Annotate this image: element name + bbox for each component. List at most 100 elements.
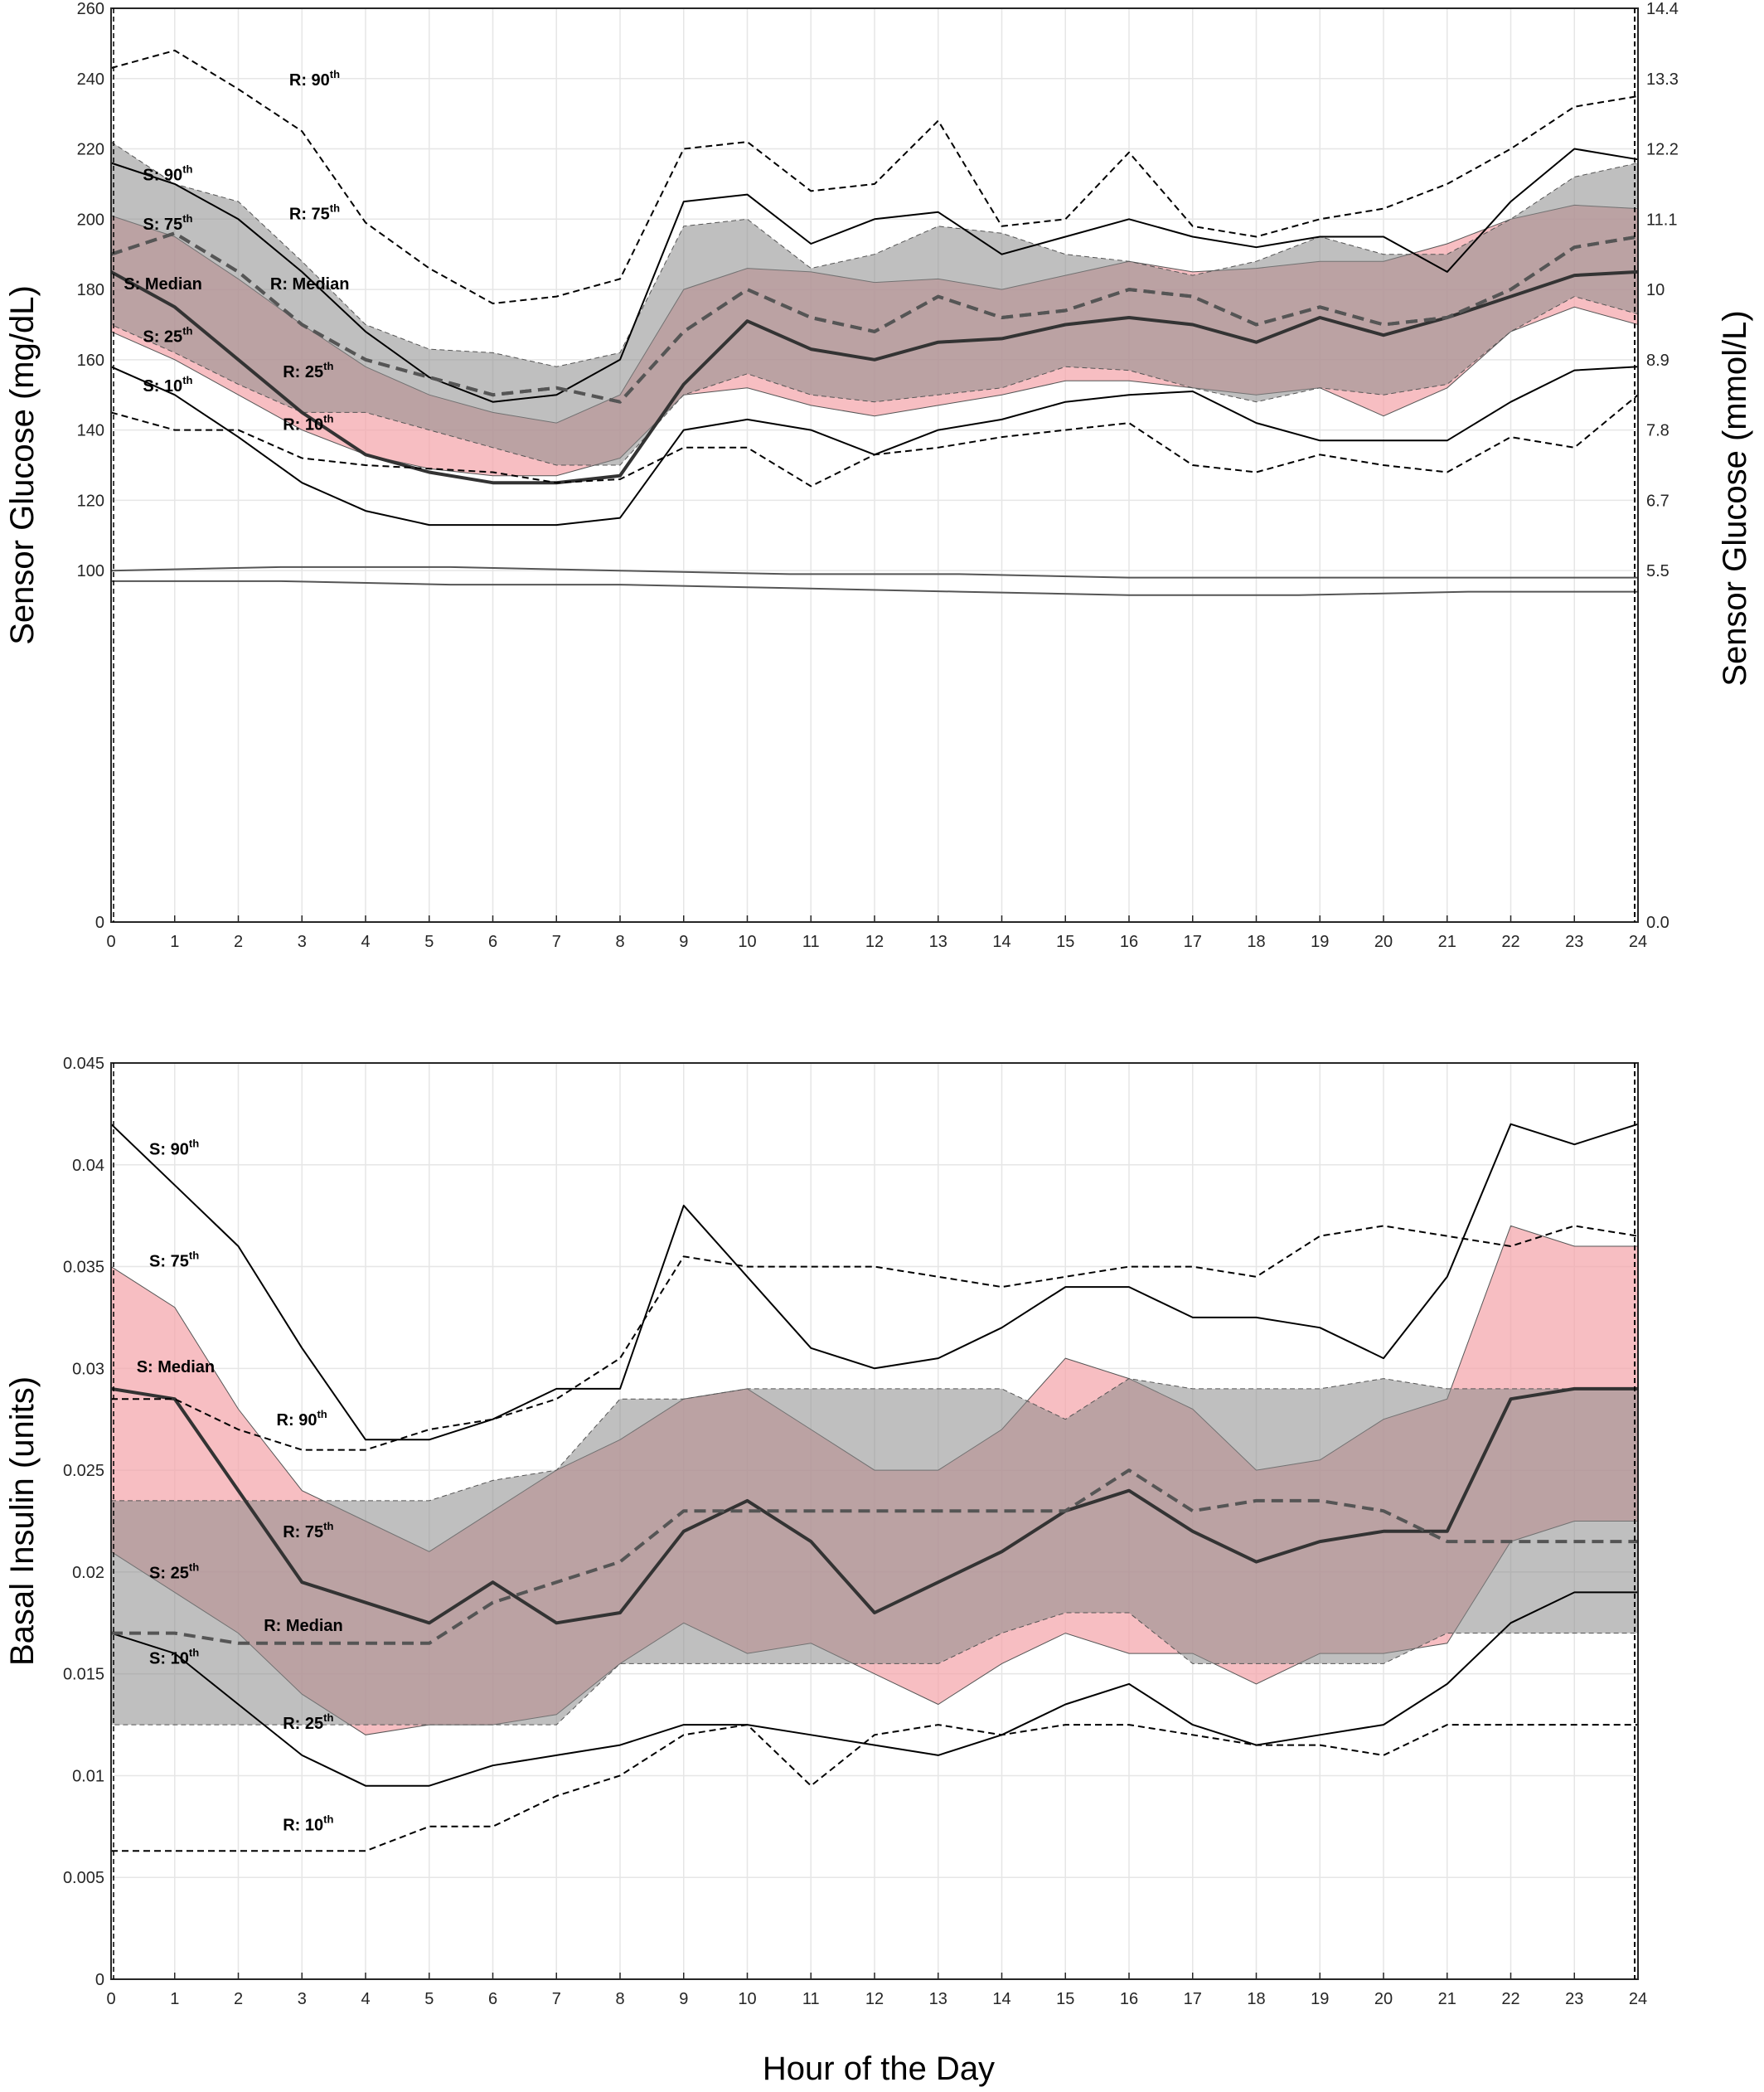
series-s-10th — [110, 1591, 1638, 1787]
x-tick-label: 3 — [298, 933, 307, 951]
x-tick-label: 2 — [234, 1990, 243, 2008]
y-tick-label: 0.01 — [72, 1767, 104, 1785]
y-tick-label: 0.04 — [72, 1157, 104, 1175]
y-tick-label: 120 — [77, 492, 104, 510]
x-tick-label: 9 — [679, 933, 688, 951]
x-tick-label: 16 — [1120, 933, 1138, 951]
y-tick-label: 160 — [77, 352, 104, 370]
series-r-median — [110, 231, 1639, 404]
x-tick-label: 12 — [865, 933, 884, 951]
x-tick-label: 15 — [1056, 1990, 1074, 2008]
series-s-90th — [110, 1123, 1639, 1441]
reference-curve-lower — [111, 580, 1638, 596]
annotation-label: R: 10th — [283, 413, 333, 434]
y-tick-label: 0.005 — [63, 1869, 104, 1887]
y-axis-title-right: Sensor Glucose (mmol/L) — [1717, 310, 1753, 686]
x-tick-label: 11 — [802, 1990, 820, 2008]
y-right-tick-label: 13.3 — [1646, 70, 1679, 89]
x-tick-label: 9 — [679, 1990, 688, 2008]
annotation-label: S: Median — [137, 1358, 215, 1376]
x-tick-label: 19 — [1311, 933, 1329, 951]
x-tick-label: 23 — [1565, 1990, 1583, 2008]
x-tick-label: 6 — [488, 1990, 497, 2008]
y-axis-title: Basal Insulin (units) — [4, 1376, 41, 1666]
x-tick-label: 5 — [424, 1990, 434, 2008]
x-tick-label: 13 — [929, 933, 947, 951]
annotation-label: S: 75th — [143, 212, 192, 234]
annotation-label: R: Median — [270, 275, 350, 294]
annotation-label: S: 75th — [149, 1250, 199, 1271]
annotation-label: R: 10th — [283, 1813, 333, 1835]
annotation-label: S: Median — [124, 275, 201, 294]
series-r-median — [111, 1468, 1638, 1645]
series-s-median — [110, 269, 1639, 485]
annotation-label: S: 25th — [149, 1561, 199, 1582]
y-tick-label: 0.035 — [63, 1259, 104, 1277]
x-tick-label: 24 — [1629, 933, 1647, 951]
y-right-tick-label: 10 — [1646, 281, 1665, 299]
series-r-10th — [110, 394, 1639, 488]
x-tick-label: 13 — [929, 1990, 947, 2008]
x-tick-label: 0 — [106, 1990, 115, 2008]
y-tick-label: 240 — [77, 70, 104, 89]
annotation-label: S: 10th — [149, 1646, 199, 1667]
x-tick-label: 7 — [552, 1990, 561, 2008]
x-tick-label: 8 — [615, 1990, 624, 2008]
x-tick-label: 0 — [106, 933, 115, 951]
series-r-90th — [111, 1225, 1639, 1451]
x-tick-label: 18 — [1247, 933, 1265, 951]
x-axis-title: Hour of the Day — [763, 2051, 995, 2087]
x-tick-label: 1 — [170, 1990, 179, 2008]
annotation-label: R: 90th — [277, 1408, 327, 1429]
y-tick-label: 0.045 — [63, 1055, 104, 1073]
y-tick-label: 0.02 — [72, 1564, 104, 1582]
x-tick-label: 6 — [488, 933, 497, 951]
annotation-label: S: 90th — [143, 163, 192, 185]
x-tick-label: 1 — [170, 933, 179, 951]
x-tick-label: 20 — [1374, 933, 1393, 951]
y-right-tick-label: 6.7 — [1646, 492, 1670, 510]
x-tick-label: 22 — [1501, 933, 1519, 951]
y-right-tick-label: 0.0 — [1646, 914, 1670, 932]
series-r-90th — [110, 49, 1639, 304]
x-tick-label: 19 — [1311, 1990, 1329, 2008]
annotation-label: R: Median — [264, 1617, 343, 1635]
y-right-tick-label: 12.2 — [1646, 141, 1679, 159]
y-axis-title: Sensor Glucose (mg/dL) — [4, 285, 41, 645]
x-tick-label: 7 — [552, 933, 561, 951]
x-tick-label: 3 — [298, 1990, 307, 2008]
x-tick-label: 20 — [1374, 1990, 1393, 2008]
y-tick-label: 0.025 — [63, 1462, 104, 1480]
x-tick-label: 18 — [1247, 1990, 1265, 2008]
series-s-median — [110, 1386, 1638, 1625]
basal-insulin-chart: 0 1 2 3 4 5 6 7 8 9 10 11 12 13 14 15 16 17 18 19 20 21 22 23 24… — [4, 1055, 1647, 2008]
y-right-tick-label: 14.4 — [1646, 0, 1679, 18]
x-tick-label: 14 — [992, 933, 1010, 951]
x-tick-label: 4 — [361, 1990, 370, 2008]
y-right-tick-label: 7.8 — [1646, 422, 1670, 440]
y-tick-label: 220 — [77, 141, 104, 159]
annotation-label: R: 90th — [289, 68, 340, 90]
annotation-label: R: 25th — [283, 1711, 333, 1733]
y-tick-label: 0 — [95, 1971, 104, 1989]
y-tick-label: 260 — [77, 0, 104, 18]
x-tick-label: 22 — [1501, 1990, 1519, 2008]
x-tick-label: 8 — [615, 933, 624, 951]
y-tick-label: 0 — [95, 914, 104, 932]
x-tick-label: 15 — [1056, 933, 1074, 951]
y-tick-label: 180 — [77, 281, 104, 299]
x-tick-label: 17 — [1184, 933, 1202, 951]
x-tick-label: 12 — [865, 1990, 884, 2008]
band-r-25th-75th — [110, 1378, 1639, 1726]
y-right-tick-label: 5.5 — [1646, 562, 1670, 580]
x-tick-label: 4 — [361, 933, 370, 951]
x-tick-label: 17 — [1184, 1990, 1202, 2008]
glucose-chart: 0 1 2 3 4 5 6 7 8 9 10 11 12 13 14 15 16 17 18 19 20 21 22 23 24… — [4, 0, 1753, 951]
annotation-label: R: 75th — [283, 1520, 333, 1541]
y-tick-label: 100 — [77, 562, 104, 580]
y-right-tick-label: 8.9 — [1646, 352, 1670, 370]
x-tick-label: 24 — [1629, 1990, 1647, 2008]
series-r-10th — [111, 1724, 1638, 1852]
y-tick-label: 200 — [77, 211, 104, 229]
